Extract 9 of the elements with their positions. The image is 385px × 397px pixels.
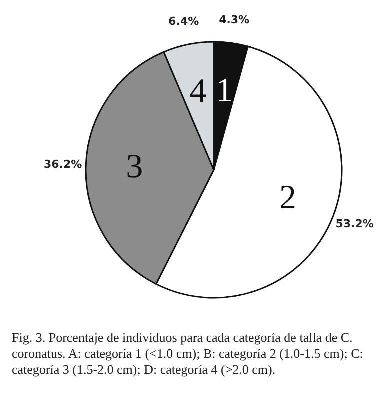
data-label: 4.3% <box>219 13 250 26</box>
data-label: 36.2% <box>44 158 82 172</box>
data-label: 53.2% <box>336 217 374 230</box>
caption: Fig. 3. Porcentaje de individuos para cada categoría de talla de C. coronatus. A: categoría 1 (<1.0 cm); B: categoría 2 (1.0-1.5 cm); C: categoría 3 (1.5-2.0 cm); D: categoría 4 (>2.0 cm). <box>12 330 364 377</box>
slice-label: 1 <box>216 72 234 110</box>
data-label: 6.4% <box>168 15 200 28</box>
slice-label: 4 <box>190 73 207 110</box>
slice-label: 2 <box>280 180 297 217</box>
slice-label: 3 <box>126 148 144 186</box>
